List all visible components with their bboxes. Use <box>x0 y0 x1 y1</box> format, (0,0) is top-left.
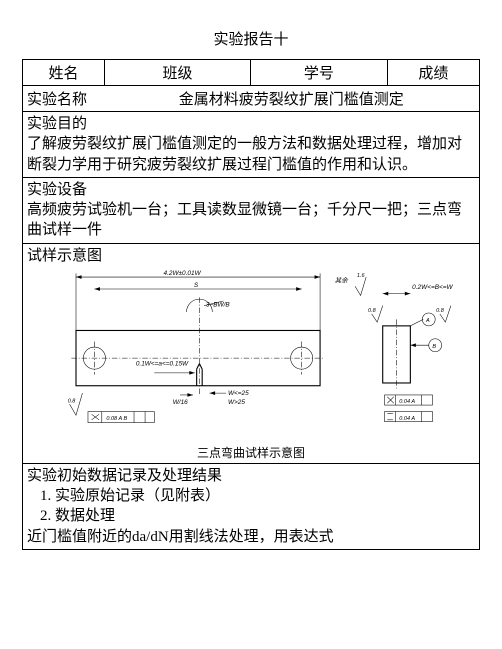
purpose-section: 实验目的 了解疲劳裂纹扩展门槛值测定的一般方法和数据处理过程，增加对断裂力学用于… <box>23 112 479 178</box>
list-item: 数据处理 <box>55 506 475 526</box>
qi-label: 其余 <box>335 276 349 284</box>
header-row: 姓名 班级 学号 成绩 <box>23 60 479 86</box>
dim-notch: 0.1W<=a<=0.15W <box>136 360 189 367</box>
equipment-title: 实验设备 <box>27 180 475 200</box>
specimen-diagram: 4.2W±0.01W S <box>27 266 475 441</box>
dim-w1: W<=25 <box>228 390 249 397</box>
header-score: 成绩 <box>388 60 479 85</box>
diagram-section: 试样示意图 4.2W±0.01W S <box>23 244 479 464</box>
angle-left: 0.8 <box>68 398 77 404</box>
experiment-title-value: 金属材料疲劳裂纹扩展门槛值测定 <box>108 88 475 109</box>
data-section: 实验初始数据记录及处理结果 实验原始记录（见附表） 数据处理 近门槛值附近的da… <box>23 464 479 549</box>
data-title: 实验初始数据记录及处理结果 <box>27 466 475 486</box>
report-table: 姓名 班级 学号 成绩 实验名称 金属材料疲劳裂纹扩展门槛值测定 实验目的 了解… <box>22 59 480 550</box>
datum-b: B <box>432 344 436 350</box>
equipment-body: 高频疲劳试验机一台；工具读数显微镜一台；千分尺一把；三点弯曲试样一件 <box>27 200 475 241</box>
dim-fillet: W/16 <box>173 399 188 406</box>
experiment-title-row: 实验名称 金属材料疲劳裂纹扩展门槛值测定 <box>23 86 479 112</box>
side-tol2: 0.04 A <box>399 416 415 422</box>
tol-box-left: 0.08 A B <box>106 416 127 422</box>
header-id: 学号 <box>251 60 388 85</box>
equipment-section: 实验设备 高频疲劳试验机一台；工具读数显微镜一台；千分尺一把；三点弯曲试样一件 <box>23 178 479 244</box>
dim-w2: W>25 <box>228 399 245 406</box>
header-class: 班级 <box>105 60 251 85</box>
closing-text: 近门槛值附近的da/dN用割线法处理，用表达式 <box>27 527 475 547</box>
side-08b: 0.8 <box>436 308 445 314</box>
dim-side-top: 0.2W<=B<=W <box>412 284 453 291</box>
header-name: 姓名 <box>23 60 105 85</box>
side-tol1: 0.04 A <box>399 399 415 405</box>
purpose-body: 了解疲劳裂纹扩展门槛值测定的一般方法和数据处理过程，增加对断裂力学用于研究疲劳裂… <box>27 134 475 175</box>
qi-value: 1.6 <box>357 273 366 279</box>
datum-a: A <box>425 318 430 324</box>
dim-span: S <box>194 282 199 289</box>
purpose-title: 实验目的 <box>27 114 475 134</box>
dim-rad: 3~BW/B <box>206 301 230 308</box>
experiment-title-label: 实验名称 <box>27 88 108 109</box>
dim-top: 4.2W±0.01W <box>164 270 202 277</box>
doc-title: 实验报告十 <box>22 28 480 49</box>
diagram-title: 试样示意图 <box>27 246 475 266</box>
figure-caption: 三点弯曲试样示意图 <box>27 445 475 461</box>
data-list: 实验原始记录（见附表） 数据处理 <box>55 486 475 527</box>
side-08a: 0.8 <box>368 308 377 314</box>
list-item: 实验原始记录（见附表） <box>55 486 475 506</box>
